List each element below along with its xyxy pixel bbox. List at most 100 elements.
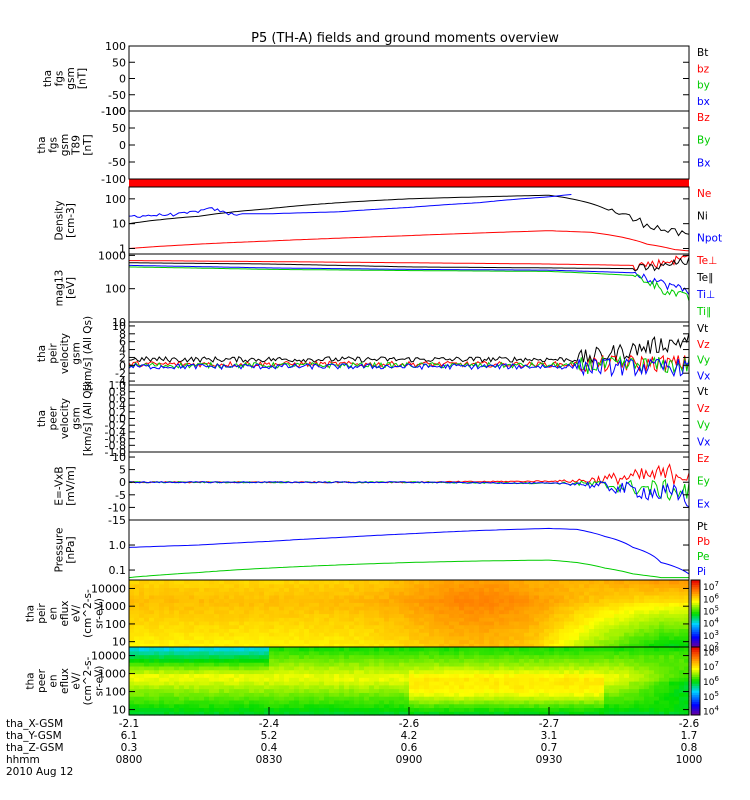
heatmap-cell — [389, 598, 395, 603]
heatmap-cell — [204, 647, 210, 652]
heatmap-cell — [319, 658, 325, 663]
heatmap-cell — [244, 628, 250, 633]
heatmap-cell — [464, 583, 470, 589]
heatmap-cell — [394, 624, 400, 629]
heatmap-cell — [479, 602, 485, 607]
heatmap-cell — [499, 662, 505, 667]
heatmap-cell — [664, 707, 670, 712]
heatmap-cell — [294, 624, 300, 629]
heatmap-cell — [369, 688, 375, 693]
heatmap-cell — [439, 594, 445, 600]
heatmap-cell — [159, 650, 165, 656]
colorbar-step — [691, 687, 700, 691]
heatmap-cell — [484, 662, 490, 667]
heatmap-cell — [504, 628, 510, 633]
heatmap-cell — [449, 620, 455, 626]
heatmap-cell — [134, 643, 140, 648]
heatmap-cell — [499, 606, 505, 611]
heatmap-cell — [164, 696, 170, 701]
legend-entry: Ti⊥ — [696, 289, 715, 301]
heatmap-cell — [519, 707, 525, 712]
y-tick-label: 0 — [119, 359, 126, 372]
heatmap-cell — [339, 632, 345, 637]
x-row-value: 0.6 — [401, 742, 418, 754]
heatmap-cell — [279, 606, 285, 611]
heatmap-cell — [239, 628, 245, 633]
heatmap-cell — [284, 643, 290, 648]
heatmap-cell — [429, 591, 435, 596]
heatmap-cell — [584, 628, 590, 633]
colorbar-step — [691, 624, 700, 628]
heatmap-cell — [629, 609, 635, 615]
heatmap-cell — [214, 613, 220, 618]
heatmap-cell — [439, 635, 445, 641]
heatmap-cell — [424, 617, 430, 622]
heatmap-cell — [249, 624, 255, 629]
heatmap-cell — [489, 613, 495, 618]
heatmap-cell — [444, 602, 450, 607]
heatmap-cell — [289, 681, 295, 686]
heatmap-cell — [289, 665, 295, 671]
heatmap-cell — [439, 587, 445, 592]
heatmap-cell — [319, 613, 325, 618]
heatmap-cell — [169, 692, 175, 697]
heatmap-cell — [179, 654, 185, 659]
heatmap-cell — [424, 647, 430, 652]
heatmap-cell — [599, 632, 605, 637]
heatmap-cell — [249, 583, 255, 589]
heatmap-cell — [414, 699, 420, 705]
heatmap-cell — [519, 591, 525, 596]
heatmap-cell — [149, 594, 155, 600]
heatmap-cell — [459, 580, 465, 585]
heatmap-cell — [379, 591, 385, 596]
heatmap-cell — [314, 594, 320, 600]
heatmap-cell — [629, 692, 635, 697]
heatmap-cell — [414, 669, 420, 675]
heatmap-cell — [419, 711, 425, 716]
heatmap-cell — [299, 587, 305, 592]
heatmap-cell — [469, 684, 475, 690]
heatmap-cell — [299, 624, 305, 629]
heatmap-cell — [414, 692, 420, 697]
heatmap-cell — [464, 707, 470, 712]
y-tick-label: 1000 — [98, 668, 126, 681]
heatmap-cell — [349, 617, 355, 622]
heatmap-cell — [259, 647, 265, 652]
heatmap-cell — [659, 673, 665, 678]
heatmap-cell — [254, 613, 260, 618]
y-axis-label: gsm — [65, 67, 77, 89]
heatmap-cell — [514, 647, 520, 652]
heatmap-cell — [289, 594, 295, 600]
panel-frame — [128, 186, 690, 255]
heatmap-cell — [434, 677, 440, 682]
heatmap-cell — [434, 658, 440, 663]
heatmap-cell — [624, 692, 630, 697]
heatmap-cell — [234, 620, 240, 626]
heatmap-cell — [394, 580, 400, 585]
heatmap-cell — [139, 606, 145, 611]
heatmap-cell — [634, 594, 640, 600]
heatmap-cell — [274, 587, 280, 592]
heatmap-cell — [229, 684, 235, 690]
heatmap-cell — [264, 632, 270, 637]
heatmap-cell — [149, 665, 155, 671]
heatmap-cell — [444, 632, 450, 637]
heatmap-cell — [344, 624, 350, 629]
heatmap-cell — [514, 662, 520, 667]
heatmap-cell — [484, 699, 490, 705]
heatmap-cell — [464, 662, 470, 667]
colorbar-step — [691, 644, 700, 648]
heatmap-cell — [544, 606, 550, 611]
heatmap-cell — [299, 650, 305, 656]
heatmap-cell — [609, 673, 615, 678]
heatmap-cell — [659, 583, 665, 589]
heatmap-cell — [354, 583, 360, 589]
heatmap-cell — [429, 703, 435, 709]
heatmap-cell — [404, 650, 410, 656]
heatmap-cell — [324, 703, 330, 709]
heatmap-cell — [369, 711, 375, 716]
heatmap-cell — [204, 583, 210, 589]
heatmap-cell — [269, 613, 275, 618]
heatmap-cell — [599, 591, 605, 596]
heatmap-cell — [524, 609, 530, 615]
